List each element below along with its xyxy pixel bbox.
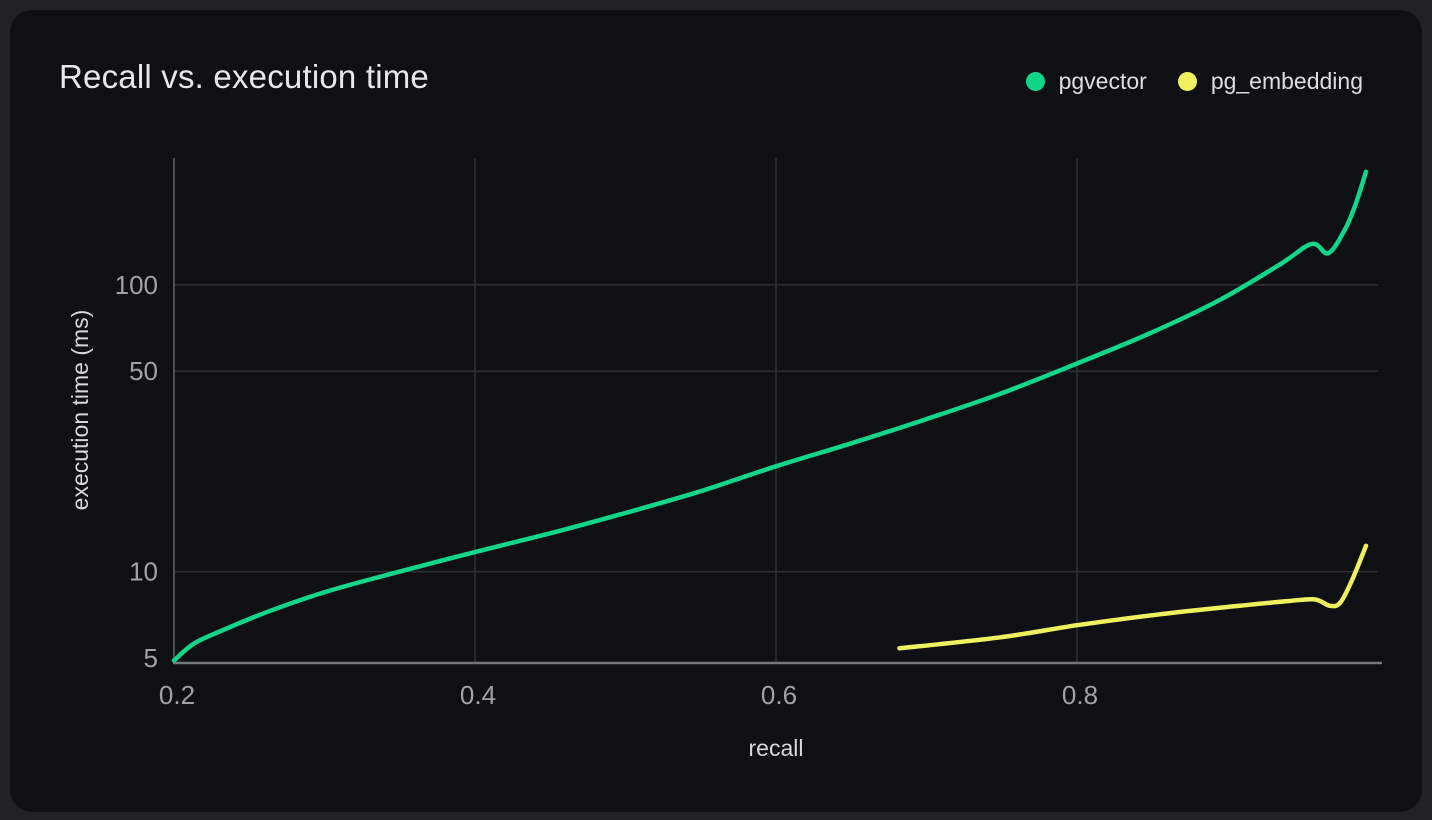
legend-dot-icon	[1025, 72, 1045, 91]
chart-card: Recall vs. execution time pgvector pg_emb…	[10, 10, 1422, 812]
legend: pgvector pg_embedding	[1025, 68, 1363, 95]
legend-dot-icon	[1177, 72, 1197, 91]
legend-item-pgvector[interactable]: pgvector	[1025, 68, 1147, 95]
legend-item-label: pg_embedding	[1210, 68, 1363, 94]
legend-item-label: pgvector	[1058, 68, 1147, 94]
legend-item-pg_embedding[interactable]: pg_embedding	[1177, 68, 1363, 95]
chart-title: Recall vs. execution time	[59, 58, 429, 95]
